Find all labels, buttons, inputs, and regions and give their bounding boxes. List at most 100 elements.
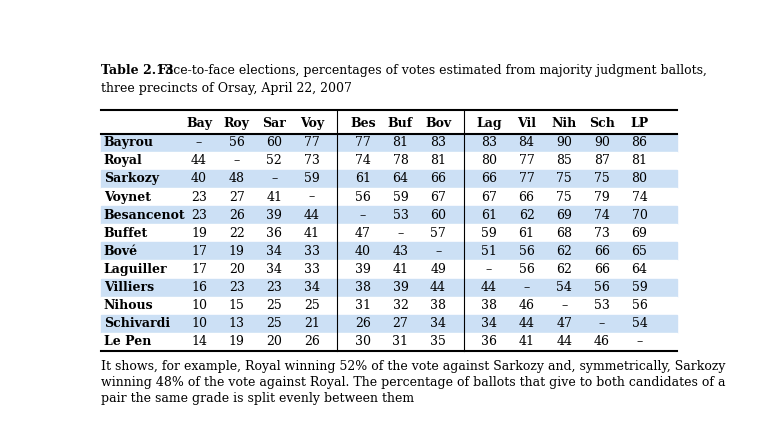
Text: 62: 62: [518, 209, 534, 222]
Text: 19: 19: [228, 245, 244, 258]
Bar: [101, 134, 677, 152]
Text: 34: 34: [266, 263, 282, 276]
Text: 27: 27: [392, 317, 408, 330]
Text: Sch: Sch: [589, 117, 615, 130]
Text: –: –: [524, 281, 530, 294]
Text: 54: 54: [556, 281, 572, 294]
Text: pair the same grade is split evenly between them: pair the same grade is split evenly betw…: [101, 392, 414, 405]
Text: 56: 56: [355, 190, 370, 203]
Text: 56: 56: [518, 245, 534, 258]
Text: 69: 69: [631, 227, 647, 240]
Text: –: –: [360, 209, 366, 222]
Text: 17: 17: [191, 245, 207, 258]
Text: 44: 44: [304, 209, 320, 222]
Text: 47: 47: [556, 317, 572, 330]
Text: 51: 51: [481, 245, 497, 258]
Text: 80: 80: [631, 172, 647, 186]
Text: 54: 54: [631, 317, 647, 330]
Text: 19: 19: [191, 227, 207, 240]
Text: 23: 23: [228, 281, 244, 294]
Bar: [101, 188, 677, 206]
Text: 46: 46: [518, 299, 534, 312]
Bar: [101, 297, 677, 315]
Text: 44: 44: [430, 281, 446, 294]
Text: 78: 78: [392, 155, 408, 167]
Text: 87: 87: [594, 155, 609, 167]
Text: winning 48% of the vote against Royal. The percentage of ballots that give to bo: winning 48% of the vote against Royal. T…: [101, 376, 726, 389]
Text: 15: 15: [228, 299, 244, 312]
Text: 77: 77: [304, 136, 320, 149]
Text: 46: 46: [594, 336, 610, 349]
Text: 23: 23: [191, 209, 207, 222]
Text: LP: LP: [631, 117, 649, 130]
Text: 61: 61: [518, 227, 534, 240]
Text: 40: 40: [191, 172, 207, 186]
Text: 66: 66: [594, 263, 610, 276]
Text: 32: 32: [392, 299, 408, 312]
Text: –: –: [309, 190, 315, 203]
Text: Lag: Lag: [476, 117, 502, 130]
Text: 34: 34: [481, 317, 497, 330]
Text: 59: 59: [304, 172, 320, 186]
Text: 60: 60: [430, 209, 446, 222]
Text: 85: 85: [556, 155, 572, 167]
Text: Bes: Bes: [350, 117, 376, 130]
Text: 44: 44: [518, 317, 534, 330]
Text: 67: 67: [430, 190, 446, 203]
Text: 81: 81: [631, 155, 647, 167]
Text: 26: 26: [228, 209, 244, 222]
Text: Buffet: Buffet: [104, 227, 148, 240]
Text: 64: 64: [392, 172, 408, 186]
Text: 53: 53: [594, 299, 609, 312]
Text: 79: 79: [594, 190, 609, 203]
Text: 31: 31: [354, 299, 371, 312]
Text: 90: 90: [556, 136, 572, 149]
Text: 47: 47: [355, 227, 370, 240]
Text: 41: 41: [392, 263, 408, 276]
Text: 56: 56: [228, 136, 244, 149]
Text: Bové: Bové: [104, 245, 138, 258]
Text: Voy: Voy: [300, 117, 324, 130]
Bar: [101, 261, 677, 278]
Text: –: –: [486, 263, 492, 276]
Text: Schivardi: Schivardi: [104, 317, 170, 330]
Text: 86: 86: [631, 136, 647, 149]
Text: 70: 70: [631, 209, 647, 222]
Text: 41: 41: [518, 336, 534, 349]
Text: Sar: Sar: [263, 117, 286, 130]
Text: 68: 68: [556, 227, 572, 240]
Text: Voynet: Voynet: [104, 190, 151, 203]
Text: 59: 59: [392, 190, 408, 203]
Text: three precincts of Orsay, April 22, 2007: three precincts of Orsay, April 22, 2007: [101, 82, 351, 95]
Text: 56: 56: [594, 281, 609, 294]
Text: 38: 38: [354, 281, 371, 294]
Text: –: –: [271, 172, 278, 186]
Text: 56: 56: [631, 299, 647, 312]
Text: 81: 81: [392, 136, 408, 149]
Text: 35: 35: [430, 336, 446, 349]
Text: 38: 38: [430, 299, 446, 312]
Text: Laguiller: Laguiller: [104, 263, 167, 276]
Text: 57: 57: [430, 227, 446, 240]
Text: 62: 62: [556, 245, 572, 258]
Text: 26: 26: [355, 317, 370, 330]
Text: 60: 60: [266, 136, 282, 149]
Text: It shows, for example, Royal winning 52% of the vote against Sarkozy and, symmet: It shows, for example, Royal winning 52%…: [101, 360, 726, 373]
Text: 16: 16: [191, 281, 207, 294]
Bar: [101, 170, 677, 188]
Text: 59: 59: [631, 281, 647, 294]
Text: 41: 41: [266, 190, 282, 203]
Text: 22: 22: [228, 227, 244, 240]
Text: 84: 84: [518, 136, 534, 149]
Text: Roy: Roy: [224, 117, 250, 130]
Text: 73: 73: [594, 227, 609, 240]
Text: 19: 19: [228, 336, 244, 349]
Text: –: –: [397, 227, 404, 240]
Text: 23: 23: [266, 281, 282, 294]
Text: Villiers: Villiers: [104, 281, 154, 294]
Bar: [101, 333, 677, 351]
Text: 36: 36: [266, 227, 282, 240]
Text: 56: 56: [518, 263, 534, 276]
Text: 77: 77: [355, 136, 370, 149]
Text: 83: 83: [430, 136, 446, 149]
